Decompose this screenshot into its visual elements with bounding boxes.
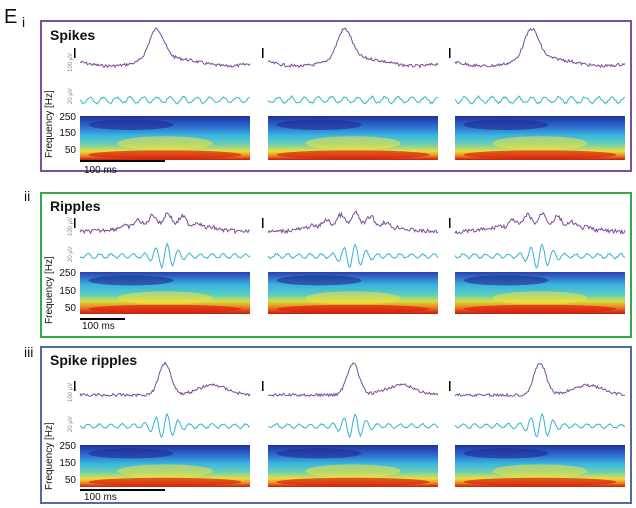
spikes-col2-amplitude-scalebar	[262, 48, 264, 58]
spikes-col3-filtered-trace	[454, 95, 626, 105]
ripples-panel-title: Ripples	[50, 198, 101, 214]
ripples-col1-spectrogram-hotspot	[117, 291, 213, 305]
panel-iii-roman: iii	[24, 344, 34, 360]
spike-ripples-col2-filtered-trace	[267, 413, 439, 439]
spikes-col2-spectrogram-lowband	[276, 150, 430, 160]
spike-ripples-panel-frame	[40, 346, 632, 504]
spikes-col1-spectrogram-darkband	[88, 119, 174, 131]
spike-ripples-col1-spectrogram-darkband	[88, 448, 174, 459]
spikes-col2-spectrogram-darkband	[276, 119, 362, 131]
ripples-col1-raw-trace	[79, 212, 251, 235]
spikes-col1-spectrogram-hotspot	[117, 136, 213, 151]
spike-ripples-tick-50: 50	[64, 475, 76, 486]
spikes-col1-raw-trace	[79, 27, 251, 69]
ripples-col2-raw-trace	[267, 210, 439, 235]
spike-ripples-tick-150: 150	[59, 458, 76, 469]
spikes-time-scale-label: 100 ms	[84, 165, 117, 176]
spike-ripples-col3-raw-trace	[454, 363, 626, 398]
spike-ripples-col2-spectrogram-darkband	[276, 448, 362, 459]
spikes-time-scalebar	[80, 160, 165, 162]
spikes-tick-150: 150	[59, 128, 76, 139]
ripples-col3-spectrogram-hotspot	[492, 291, 588, 305]
spikes-col1-amplitude-scalebar	[74, 48, 76, 58]
spike-ripples-col1-amplitude-scalebar	[74, 381, 76, 391]
spike-ripples-col2-spectrogram-hotspot	[305, 464, 401, 478]
spikes-col3-spectrogram-hotspot	[492, 136, 588, 151]
spike-ripples-col3-filtered-trace	[454, 412, 626, 438]
ripples-col3-spectrogram-lowband	[463, 304, 617, 314]
ripples-col2-filtered-trace	[267, 243, 439, 268]
spike-ripples-tick-250: 250	[59, 441, 76, 452]
ripples-tick-150: 150	[59, 286, 76, 297]
ripples-col3-spectrogram-darkband	[463, 275, 549, 286]
ripples-col2-spectrogram-hotspot	[305, 291, 401, 305]
spikes-col3-amplitude-scalebar	[449, 48, 451, 58]
spike-ripples-time-scalebar	[80, 489, 165, 491]
spikes-panel-frame	[40, 20, 632, 172]
spikes-col2-raw-trace	[267, 27, 439, 69]
ripples-col1-spectrogram-lowband	[88, 304, 242, 314]
ripples-col3-filtered-trace	[454, 243, 626, 269]
ripples-tick-250: 250	[59, 268, 76, 279]
ripples-time-scale-label: 100 ms	[82, 321, 115, 332]
spikes-tick-50: 50	[64, 145, 76, 156]
ripples-tick-50: 50	[64, 303, 76, 314]
ripples-col2-spectrogram-lowband	[276, 304, 430, 314]
spike-ripples-time-scale-label: 100 ms	[84, 492, 117, 503]
spike-ripples-col3-spectrogram-lowband	[463, 477, 617, 487]
ripples-col2-spectrogram-darkband	[276, 275, 362, 286]
spike-ripples-col3-spectrogram-darkband	[463, 448, 549, 459]
ripples-col1-amplitude-scalebar	[74, 218, 76, 228]
spike-ripples-col2-amplitude-scalebar	[262, 381, 264, 391]
spikes-tick-250: 250	[59, 112, 76, 123]
spike-ripples-col2-spectrogram-lowband	[276, 477, 430, 487]
spikes-col2-filtered-trace	[267, 95, 439, 105]
spikes-col3-raw-trace	[454, 27, 626, 69]
ripples-time-scalebar	[80, 318, 125, 320]
spike-ripples-col2-raw-trace	[268, 362, 439, 398]
panel-i-roman: i	[22, 14, 26, 30]
spikes-col3-spectrogram-darkband	[463, 119, 549, 131]
spike-ripples-col3-spectrogram-hotspot	[492, 464, 588, 478]
spike-ripples-col1-raw-trace	[79, 361, 251, 398]
figure-label: E	[4, 6, 18, 28]
ripples-col3-raw-trace	[454, 211, 626, 236]
spike-ripples-col3-amplitude-scalebar	[449, 381, 451, 391]
spike-ripples-col1-spectrogram-hotspot	[117, 464, 213, 478]
spikes-col2-spectrogram-hotspot	[305, 136, 401, 151]
spikes-col1-filtered-trace	[79, 95, 251, 105]
spike-ripples-col1-filtered-trace	[79, 412, 250, 438]
spikes-col3-spectrogram-lowband	[463, 150, 617, 160]
panel-ii-roman: ii	[24, 188, 31, 204]
ripples-col1-spectrogram-darkband	[88, 275, 174, 286]
spikes-col1-spectrogram-lowband	[88, 150, 242, 160]
spike-ripples-col1-spectrogram-lowband	[88, 477, 242, 487]
ripples-col2-amplitude-scalebar	[262, 218, 264, 228]
spike-ripples-panel-title: Spike ripples	[50, 352, 138, 368]
ripples-panel-frame	[40, 192, 632, 338]
ripples-col3-amplitude-scalebar	[449, 218, 451, 228]
ripples-col1-filtered-trace	[79, 241, 251, 270]
spikes-panel-title: Spikes	[50, 27, 96, 43]
